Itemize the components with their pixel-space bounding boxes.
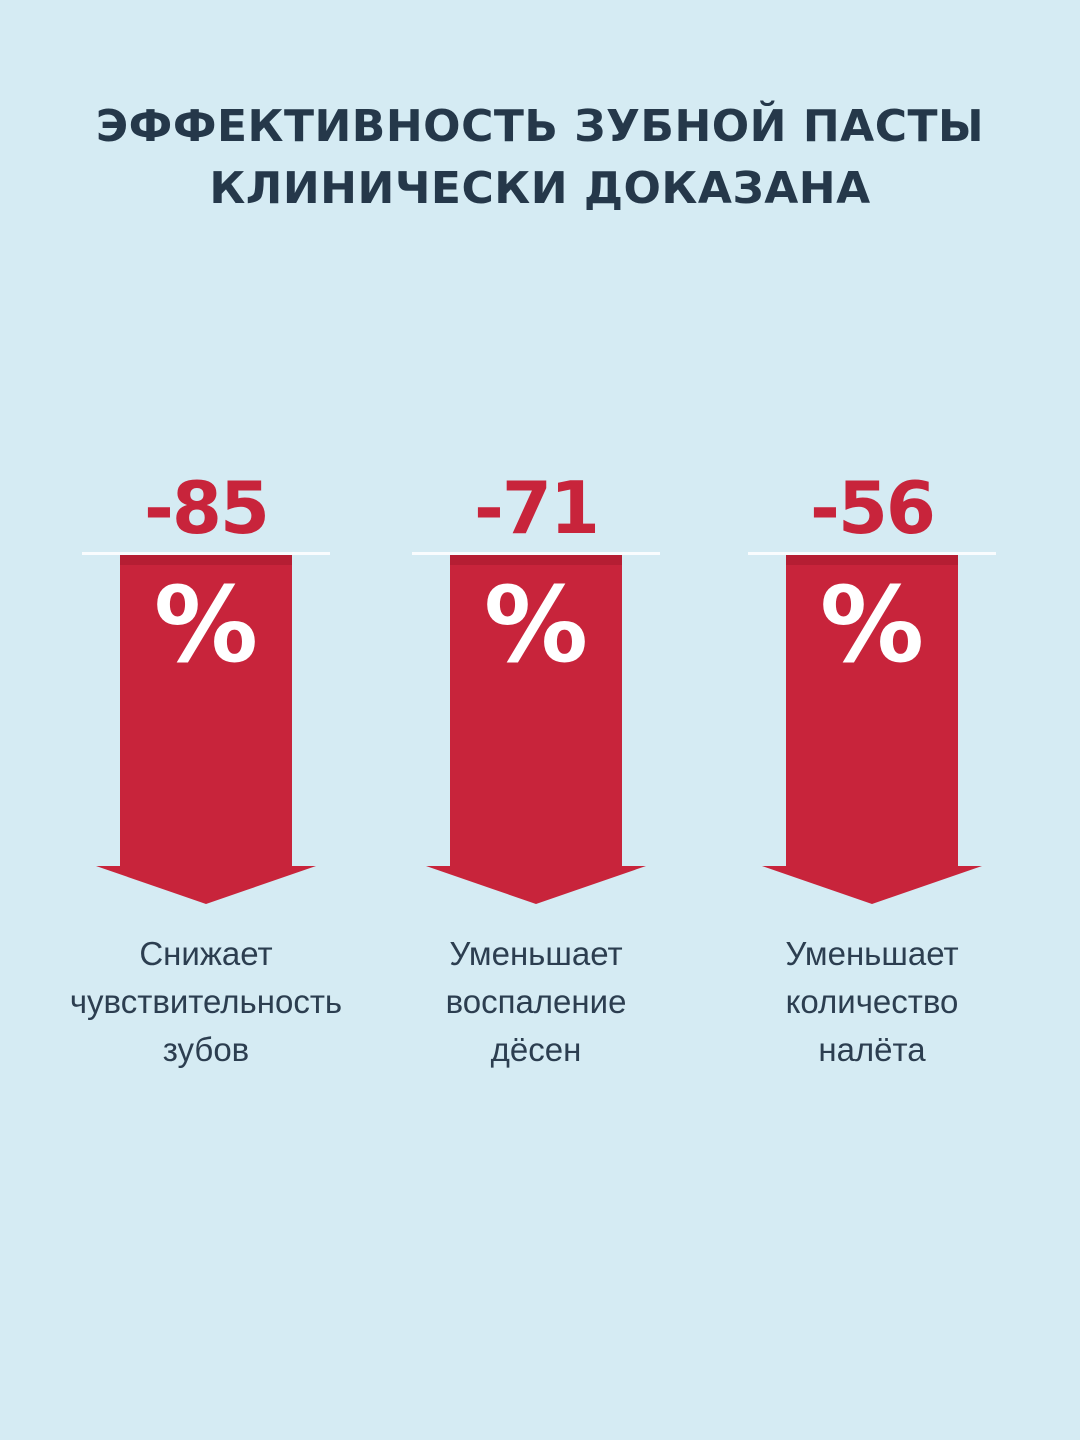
stat-caption: Снижает чувствительность зубов — [36, 930, 376, 1074]
stat-value: -71 — [473, 466, 600, 550]
page-title-line-2: КЛИНИЧЕСКИ ДОКАЗАНА — [209, 163, 871, 214]
percent-sign: % — [483, 564, 589, 686]
caption-line: Снижает — [139, 935, 273, 972]
stat-value: -85 — [143, 466, 270, 550]
caption-line: чувствительность — [69, 983, 343, 1020]
stat-caption: Уменьшает количество налёта — [702, 930, 1042, 1074]
page-title-line-1: ЭФФЕКТИВНОСТЬ ЗУБНОЙ ПАСТЫ — [95, 101, 985, 152]
percent-sign: % — [153, 564, 259, 686]
caption-line: Уменьшает — [785, 935, 959, 972]
caption-line: воспаление — [445, 983, 627, 1020]
caption-line: Уменьшает — [449, 935, 623, 972]
down-arrow-icon — [412, 552, 660, 908]
caption-line: зубов — [162, 1031, 250, 1068]
stat-sensitivity: -85 % Снижает чувствительность зубов — [56, 460, 356, 1080]
page-title: ЭФФЕКТИВНОСТЬ ЗУБНОЙ ПАСТЫ КЛИНИЧЕСКИ ДО… — [0, 96, 1080, 220]
down-arrow-icon — [748, 552, 996, 908]
caption-line: количество — [785, 983, 959, 1020]
stat-inflammation: -71 % Уменьшает воспаление дёсен — [386, 460, 686, 1080]
percent-sign: % — [819, 564, 925, 686]
stat-caption: Уменьшает воспаление дёсен — [366, 930, 706, 1074]
caption-line: дёсен — [490, 1031, 582, 1068]
down-arrow-icon — [82, 552, 330, 908]
stat-plaque: -56 % Уменьшает количество налёта — [722, 460, 1022, 1080]
stat-value: -56 — [809, 466, 936, 550]
caption-line: налёта — [818, 1031, 926, 1068]
